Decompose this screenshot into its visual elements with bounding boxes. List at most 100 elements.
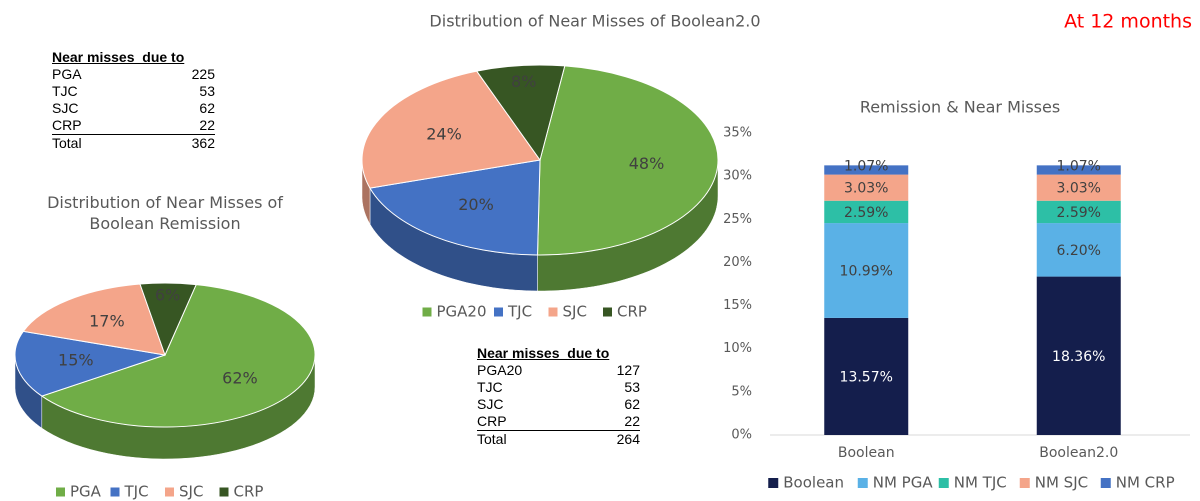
table-cell: CRP xyxy=(52,117,82,133)
table-cell: TJC xyxy=(477,379,503,395)
note: At 12 months xyxy=(1064,11,1192,33)
data-label: 1.07% xyxy=(844,158,888,174)
data-label: 10.99% xyxy=(840,263,893,279)
bar-segment xyxy=(1036,200,1121,224)
legend-swatch xyxy=(548,307,558,317)
x-tick-label: Boolean xyxy=(838,445,895,461)
data-label: 3.03% xyxy=(1057,181,1101,197)
table-cell: TJC xyxy=(52,83,78,99)
pie-title: Distribution of Near Misses of Boolean R… xyxy=(47,193,283,233)
data-label: 18.36% xyxy=(1052,349,1105,365)
bar-title: Remission & Near Misses xyxy=(860,98,1060,117)
legend-swatch xyxy=(857,478,868,488)
legend-label: NM PGA xyxy=(873,474,934,492)
table-cell: 53 xyxy=(199,83,215,99)
legend-label: SJC xyxy=(563,303,587,321)
y-tick-label: 35% xyxy=(723,126,752,141)
table-header: Near misses due to xyxy=(477,345,610,361)
table-cell: 225 xyxy=(191,66,215,82)
table-header: Near misses due to xyxy=(52,49,185,65)
table-cell: 22 xyxy=(624,413,640,429)
slice xyxy=(139,282,197,357)
bar-segment xyxy=(824,174,909,201)
table-cell: 22 xyxy=(199,117,215,133)
bar-segment xyxy=(824,200,909,224)
bar-segment xyxy=(824,165,909,175)
legend-swatch xyxy=(768,478,779,488)
table-cell: 53 xyxy=(624,379,640,395)
slice-label: 6% xyxy=(155,285,180,304)
slice xyxy=(369,159,541,256)
bar-segment xyxy=(1036,223,1121,277)
table: Near misses due to PGA 225 TJC 53 SJC 62 CRP 22 T… xyxy=(52,48,215,152)
bar-segment xyxy=(824,223,909,318)
y-tick-label: 15% xyxy=(723,298,752,313)
legend-label: NM CRP xyxy=(1116,474,1175,492)
table-cell: 264 xyxy=(584,430,640,448)
legend-swatch xyxy=(938,478,949,488)
slice-label: 24% xyxy=(426,125,462,144)
y-tick-label: 10% xyxy=(723,341,752,356)
legend-label: PGA20 xyxy=(437,303,487,321)
legend-swatch xyxy=(165,487,174,497)
legend-label: PGA xyxy=(70,483,102,501)
data-label: 6.20% xyxy=(1057,243,1101,259)
table-cell: 62 xyxy=(199,100,215,116)
legend-label: Boolean xyxy=(783,474,844,492)
y-tick-label: 25% xyxy=(723,212,752,227)
legend-label: CRP xyxy=(617,303,647,321)
legend-swatch xyxy=(1100,478,1111,488)
slice-label: 15% xyxy=(58,350,94,369)
legend-swatch xyxy=(422,307,432,317)
legend-swatch xyxy=(110,487,120,497)
data-label: 2.59% xyxy=(1057,205,1101,221)
slice xyxy=(14,330,166,397)
data-label: 3.03% xyxy=(844,181,888,197)
legend-label: TJC xyxy=(507,303,532,321)
table: Near misses due to PGA20 127 TJC 53 SJC 62 CRP 2… xyxy=(477,344,640,448)
slice xyxy=(361,70,541,189)
slice-label: 17% xyxy=(89,312,125,331)
slice-label: 62% xyxy=(222,368,258,387)
pie-title: Distribution of Near Misses of Boolean2.… xyxy=(429,12,760,31)
legend-label: CRP xyxy=(234,483,264,501)
legend-label: SJC xyxy=(179,483,203,501)
table-cell: 127 xyxy=(616,362,640,378)
table-cell: SJC xyxy=(477,396,504,412)
legend-label: NM TJC xyxy=(954,474,1007,492)
slice xyxy=(22,283,166,356)
slice xyxy=(475,64,566,162)
legend-swatch xyxy=(494,307,503,317)
table-cell: Total xyxy=(52,134,144,152)
legend-label: NM SJC xyxy=(1035,474,1088,492)
data-label: 13.57% xyxy=(840,369,893,385)
legend-label: TJC xyxy=(124,483,149,501)
y-tick-label: 20% xyxy=(723,255,752,270)
slice xyxy=(537,65,719,256)
bar-segment xyxy=(1036,276,1121,435)
table-cell: Total xyxy=(477,430,585,448)
x-tick-label: Boolean2.0 xyxy=(1039,445,1118,461)
bar-segment xyxy=(1036,174,1121,201)
y-tick-label: 0% xyxy=(731,428,752,443)
slice-label: 8% xyxy=(511,72,536,91)
data-label: 2.59% xyxy=(844,205,888,221)
y-tick-label: 5% xyxy=(731,384,752,399)
table-cell: 362 xyxy=(143,134,215,152)
legend-swatch xyxy=(56,487,65,497)
table-cell: 62 xyxy=(624,396,640,412)
table-grid: Near misses due to PGA20 127 TJC 53 SJC 62 CRP 2… xyxy=(477,344,640,448)
data-label: 1.07% xyxy=(1057,158,1101,174)
legend-swatch xyxy=(1019,478,1030,488)
table-cell: CRP xyxy=(477,413,507,429)
legend-swatch xyxy=(603,307,612,317)
bar-segment xyxy=(824,317,909,435)
table-cell: SJC xyxy=(52,100,79,116)
table-cell: PGA20 xyxy=(477,362,523,378)
bar-segment xyxy=(1036,165,1121,175)
y-tick-label: 30% xyxy=(723,169,752,184)
table-cell: PGA xyxy=(52,66,82,82)
slice-label: 20% xyxy=(458,195,494,214)
slice-label: 48% xyxy=(629,154,665,173)
